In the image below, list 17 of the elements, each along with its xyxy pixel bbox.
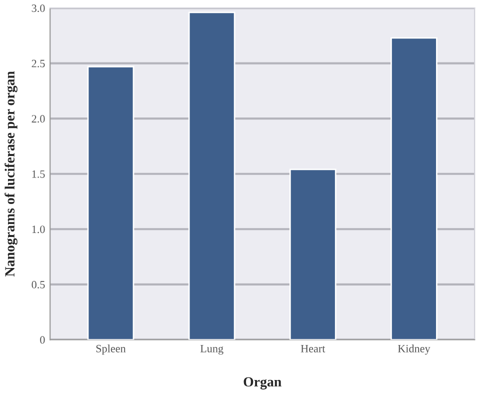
y-tick-label: 3.0 [32, 4, 45, 12]
bar [289, 168, 336, 340]
x-tick-label: Lung [200, 344, 224, 355]
bar [188, 12, 236, 340]
x-tick-label: Kidney [398, 344, 430, 355]
y-tick-label: 0 [40, 336, 45, 344]
y-tick-label: 1.0 [32, 226, 45, 234]
bar [390, 37, 438, 340]
x-tick-label: Heart [300, 344, 326, 352]
y-axis-title: Nanograms of luciferase per organ [4, 71, 18, 276]
y-tick-label: 0.5 [32, 280, 45, 288]
y-tick-label: 2.0 [32, 115, 45, 123]
y-tick-label: 1.5 [32, 170, 45, 178]
y-tick-label: 2.5 [32, 60, 45, 68]
bar [87, 66, 134, 340]
x-axis-title: Organ [244, 377, 282, 390]
x-tick-label: Spleen [96, 344, 126, 355]
